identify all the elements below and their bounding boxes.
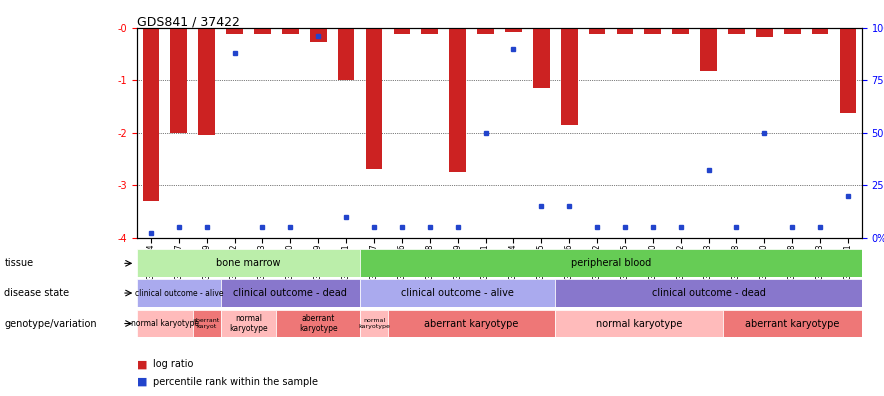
- Bar: [700, 28, 717, 71]
- Text: normal karyotype: normal karyotype: [596, 318, 682, 329]
- Text: percentile rank within the sample: percentile rank within the sample: [153, 377, 318, 387]
- Text: peripheral blood: peripheral blood: [571, 258, 652, 268]
- Bar: [137, 249, 360, 277]
- Bar: [589, 28, 606, 34]
- Text: aberrant karyotype: aberrant karyotype: [745, 318, 840, 329]
- Bar: [673, 28, 689, 34]
- Bar: [560, 28, 577, 125]
- Bar: [254, 28, 271, 34]
- Bar: [533, 28, 550, 88]
- Bar: [171, 28, 187, 133]
- Bar: [366, 28, 383, 169]
- Text: aberrant
karyotype: aberrant karyotype: [299, 314, 338, 333]
- Bar: [338, 28, 354, 80]
- Text: normal karyotype: normal karyotype: [131, 319, 199, 328]
- Text: clinical outcome - dead: clinical outcome - dead: [652, 288, 766, 298]
- Text: bone marrow: bone marrow: [217, 258, 281, 268]
- Bar: [193, 310, 221, 337]
- Text: normal
karyotype: normal karyotype: [358, 318, 390, 329]
- Bar: [505, 28, 522, 32]
- Bar: [277, 310, 360, 337]
- Bar: [756, 28, 773, 37]
- Bar: [388, 310, 555, 337]
- Text: disease state: disease state: [4, 288, 70, 298]
- Text: log ratio: log ratio: [153, 359, 194, 369]
- Bar: [360, 310, 388, 337]
- Bar: [310, 28, 326, 42]
- Bar: [477, 28, 494, 34]
- Text: genotype/variation: genotype/variation: [4, 318, 97, 329]
- Bar: [722, 310, 862, 337]
- Text: clinical outcome - alive: clinical outcome - alive: [134, 289, 223, 297]
- Text: aberrant
karyot: aberrant karyot: [193, 318, 220, 329]
- Bar: [644, 28, 661, 34]
- Bar: [728, 28, 745, 34]
- Text: GDS841 / 37422: GDS841 / 37422: [137, 16, 240, 29]
- Bar: [555, 279, 862, 307]
- Bar: [616, 28, 633, 34]
- Bar: [282, 28, 299, 34]
- Bar: [422, 28, 438, 34]
- Bar: [137, 279, 221, 307]
- Bar: [784, 28, 801, 34]
- Bar: [393, 28, 410, 34]
- Bar: [555, 310, 722, 337]
- Text: clinical outcome - dead: clinical outcome - dead: [233, 288, 347, 298]
- Text: clinical outcome - alive: clinical outcome - alive: [401, 288, 514, 298]
- Bar: [221, 310, 277, 337]
- Bar: [360, 279, 555, 307]
- Text: tissue: tissue: [4, 258, 34, 268]
- Bar: [198, 28, 215, 135]
- Text: ■: ■: [137, 359, 148, 369]
- Bar: [137, 310, 193, 337]
- Text: ■: ■: [137, 377, 148, 387]
- Bar: [812, 28, 828, 34]
- Bar: [840, 28, 857, 113]
- Bar: [221, 279, 360, 307]
- Bar: [449, 28, 466, 172]
- Bar: [142, 28, 159, 201]
- Bar: [360, 249, 862, 277]
- Text: normal
karyotype: normal karyotype: [229, 314, 268, 333]
- Text: aberrant karyotype: aberrant karyotype: [424, 318, 519, 329]
- Bar: [226, 28, 243, 34]
